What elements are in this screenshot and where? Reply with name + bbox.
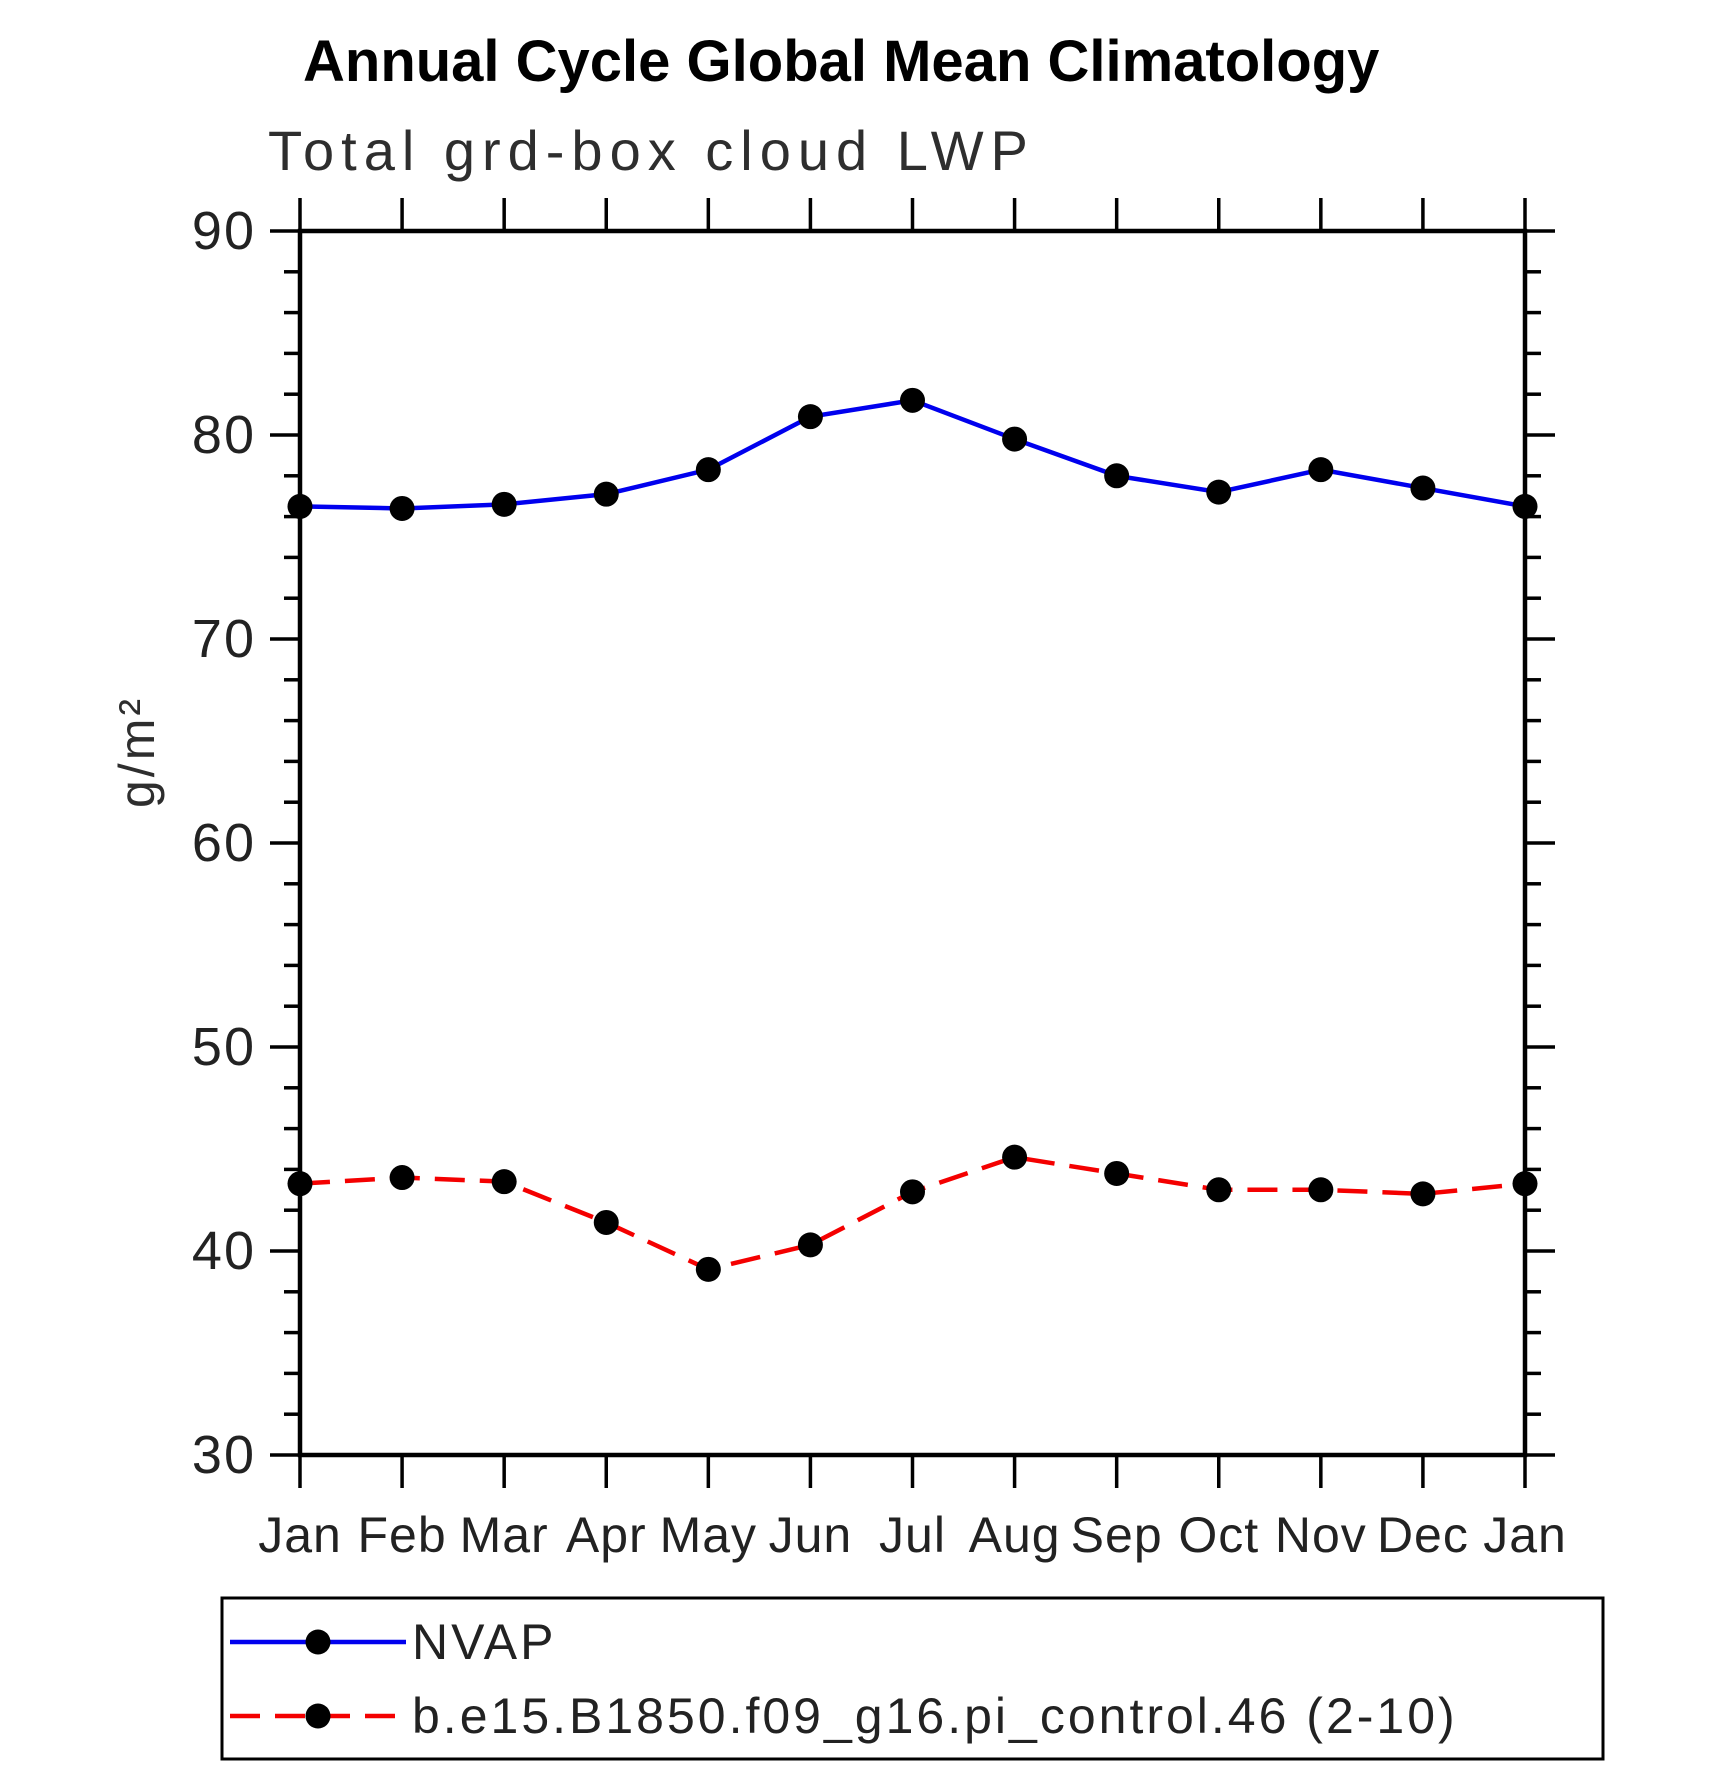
data-point <box>1410 475 1436 501</box>
data-point <box>1206 1177 1232 1203</box>
data-point <box>797 1232 823 1258</box>
x-tick-label: Jun <box>768 1507 853 1563</box>
series-line-nvap <box>299 398 1526 511</box>
legend-sample-marker <box>305 1629 331 1655</box>
data-point <box>287 1171 313 1197</box>
data-point <box>1512 1171 1538 1197</box>
chart-title: Annual Cycle Global Mean Climatology <box>303 29 1380 94</box>
y-tick-label: 30 <box>191 1425 256 1485</box>
data-point <box>900 387 925 413</box>
y-axis-label: g/m² <box>109 696 165 808</box>
y-tick-label: 70 <box>191 609 256 669</box>
y-tick-label: 80 <box>191 405 256 465</box>
y-tick-label: 90 <box>191 201 256 261</box>
data-point <box>593 481 619 507</box>
x-tick-label: Jan <box>1483 1507 1567 1563</box>
data-point <box>695 457 721 483</box>
data-point <box>1002 1144 1028 1170</box>
x-tick-label: Apr <box>565 1507 647 1563</box>
data-point <box>1308 457 1334 483</box>
x-tick-label: Jul <box>879 1507 946 1563</box>
x-tick-label: Mar <box>459 1507 549 1563</box>
y-tick-label: 50 <box>191 1017 256 1077</box>
legend-sample-marker <box>305 1703 331 1729</box>
data-point <box>1104 463 1130 489</box>
x-tick-label: Dec <box>1376 1507 1469 1563</box>
data-point <box>695 1256 721 1282</box>
data-point <box>797 404 823 430</box>
x-tick-label: Aug <box>968 1507 1061 1563</box>
x-tick-label: Jan <box>258 1507 342 1563</box>
x-tick-label: Oct <box>1178 1507 1260 1563</box>
y-tick-label: 60 <box>191 813 256 873</box>
chart-subtitle: Total grd-box cloud LWP <box>268 119 1035 182</box>
data-point <box>1512 493 1538 519</box>
legend-box <box>220 1596 1605 1761</box>
data-point <box>593 1209 619 1235</box>
series-line-model <box>299 1154 1526 1272</box>
data-point <box>1206 479 1232 505</box>
plot-frame <box>297 228 1528 1458</box>
y-tick-label: 40 <box>191 1221 256 1281</box>
data-point <box>389 1165 415 1191</box>
data-point <box>900 1179 925 1205</box>
data-point <box>389 495 415 521</box>
x-tick-label: Feb <box>357 1507 447 1563</box>
x-tick-label: Sep <box>1070 1507 1163 1563</box>
data-point <box>491 1169 517 1195</box>
legend-label-model: b.e15.B1850.f09_g16.pi_control.46 (2-10) <box>412 1688 1458 1744</box>
data-point <box>287 493 313 519</box>
legend-label-nvap: NVAP <box>412 1614 557 1670</box>
data-point <box>1410 1181 1436 1207</box>
x-tick-label: May <box>659 1507 758 1563</box>
data-point <box>1002 426 1028 452</box>
x-tick-label: Nov <box>1274 1507 1367 1563</box>
data-point <box>1104 1160 1130 1186</box>
data-point <box>1308 1177 1334 1203</box>
data-point <box>491 491 517 517</box>
